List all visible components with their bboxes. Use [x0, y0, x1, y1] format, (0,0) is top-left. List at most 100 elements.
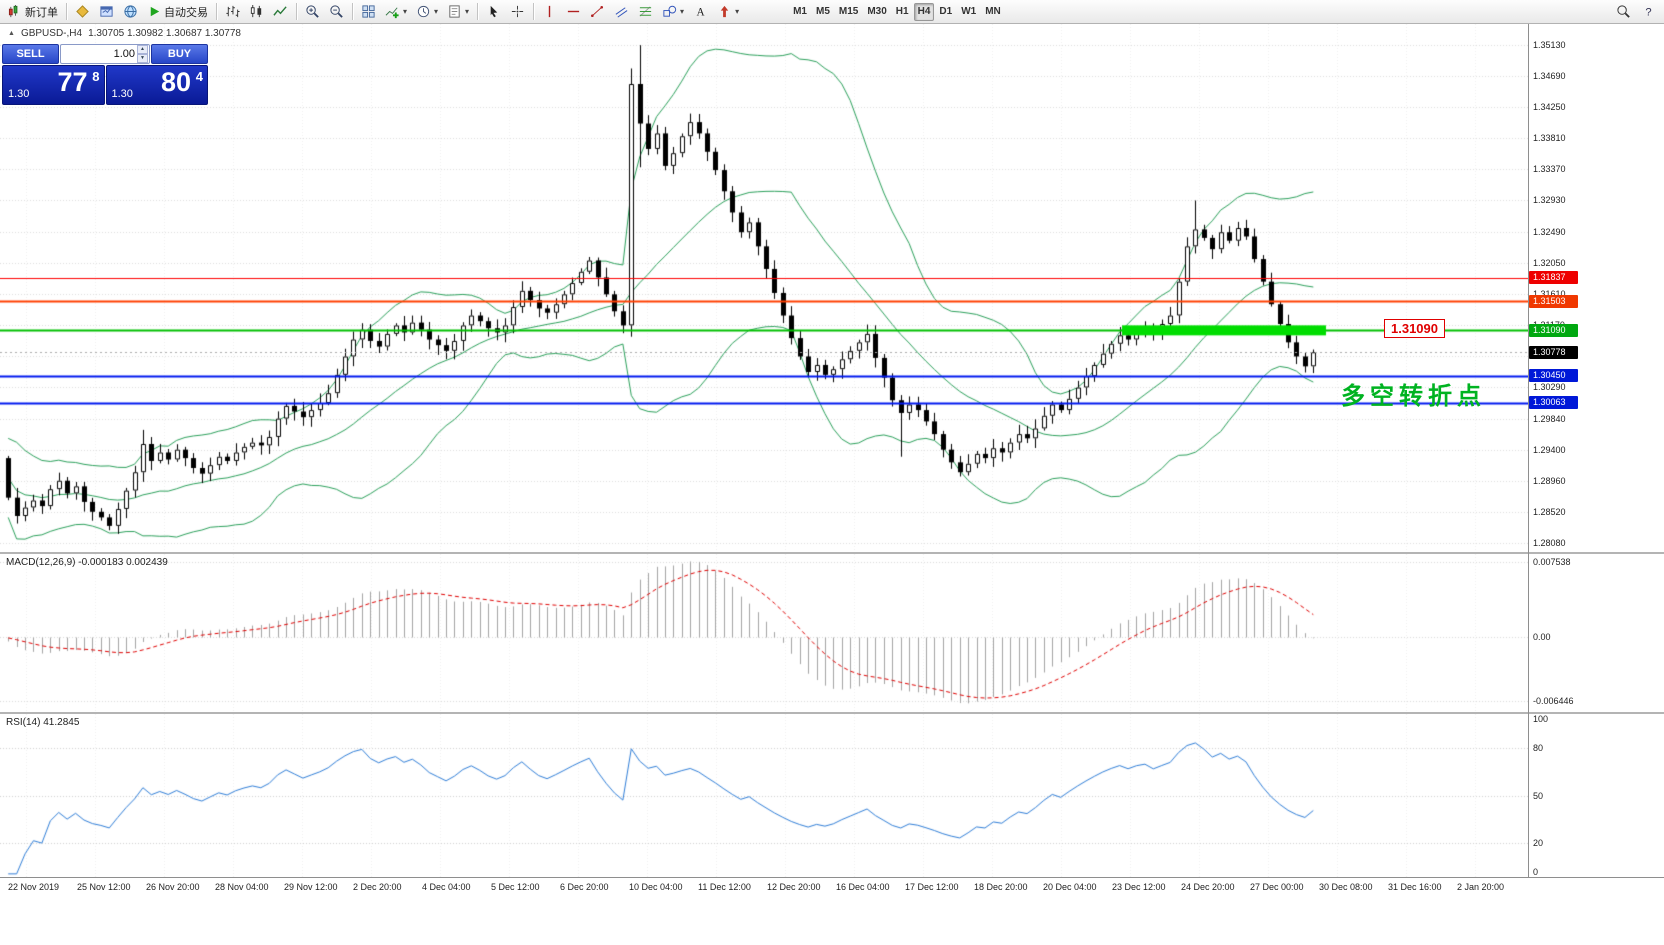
- buy-price-big: 80: [160, 67, 191, 97]
- caret-down-icon: ▾: [680, 7, 685, 16]
- search-button[interactable]: [1612, 2, 1635, 22]
- price-tick: 1.28520: [1533, 506, 1566, 517]
- time-label: 5 Dec 12:00: [491, 882, 540, 892]
- volume-value[interactable]: 1.00: [113, 48, 135, 60]
- template-icon: [447, 4, 462, 19]
- timeframe-d1-button[interactable]: D1: [935, 3, 956, 21]
- horizontal-line-button[interactable]: [562, 2, 585, 22]
- toolbar-separator: [533, 3, 535, 20]
- timeframe-m15-button[interactable]: M15: [835, 3, 862, 21]
- price-tick: 1.28080: [1533, 537, 1566, 548]
- macd-tick: -0.006446: [1533, 696, 1574, 707]
- time-label: 11 Dec 12:00: [698, 882, 751, 892]
- time-label: 2 Dec 20:00: [353, 882, 402, 892]
- time-label: 2 Jan 20:00: [1457, 882, 1505, 892]
- zoom-in-button[interactable]: [301, 2, 324, 22]
- vertical-line-button[interactable]: [538, 2, 561, 22]
- time-label: 31 Dec 16:00: [1388, 882, 1442, 892]
- tile-windows-button[interactable]: [357, 2, 380, 22]
- help-button[interactable]: ?: [1637, 2, 1660, 22]
- time-label: 23 Dec 12:00: [1112, 882, 1166, 892]
- timeframe-m30-button[interactable]: M30: [863, 3, 890, 21]
- time-label: 10 Dec 04:00: [629, 882, 683, 892]
- price-badge: 1.30063: [1529, 396, 1578, 410]
- indicators-button[interactable]: ▾: [381, 2, 411, 22]
- rsi-axis: 100 80 50 20 0: [1528, 714, 1664, 877]
- price-badge: 1.30450: [1529, 369, 1578, 383]
- price-axis[interactable]: 1.35130 1.34690 1.34250 1.33810 1.33370 1.329…: [1528, 24, 1664, 552]
- cursor-icon: [486, 4, 501, 19]
- tile-windows-icon: [361, 4, 376, 19]
- bar-chart-icon: [225, 4, 240, 19]
- text-button[interactable]: A: [689, 2, 712, 22]
- market-watch-icon: [75, 4, 90, 19]
- rsi-panel-canvas[interactable]: [0, 714, 1528, 877]
- time-label: 27 Dec 00:00: [1250, 882, 1304, 892]
- cursor-button[interactable]: [482, 2, 505, 22]
- timeframe-m1-button[interactable]: M1: [789, 3, 811, 21]
- panel-separator-macd[interactable]: [0, 552, 1664, 554]
- timeframe-mn-button[interactable]: MN: [981, 3, 1005, 21]
- volume-field[interactable]: 1.00 ▲ ▼: [60, 44, 150, 64]
- volume-down-icon[interactable]: ▼: [137, 54, 148, 63]
- timeframe-m5-button[interactable]: M5: [812, 3, 834, 21]
- caret-down-icon: ▾: [465, 7, 470, 16]
- time-label: 17 Dec 12:00: [905, 882, 959, 892]
- macd-tick: 0.007538: [1533, 556, 1571, 567]
- timeframe-w1-button[interactable]: W1: [957, 3, 980, 21]
- rsi-tick: 100: [1533, 714, 1549, 724]
- macd-panel-canvas[interactable]: [0, 554, 1528, 712]
- main-chart-canvas[interactable]: [0, 24, 1528, 552]
- clock-icon: [416, 4, 431, 19]
- autotrade-button-label: 自动交易: [164, 6, 208, 19]
- hline-icon: [566, 4, 581, 19]
- symbol-marker-icon: ▲: [8, 30, 15, 37]
- chart-title: ▲ GBPUSD-,H4 1.30705 1.30982 1.30687 1.3…: [8, 28, 241, 39]
- trendline-button[interactable]: [586, 2, 609, 22]
- rsi-label: RSI(14) 41.2845: [6, 717, 80, 728]
- price-tick: 1.32490: [1533, 226, 1566, 237]
- new-order-button[interactable]: 新订单: [4, 2, 62, 22]
- zoom-out-button[interactable]: [325, 2, 348, 22]
- autotrade-button[interactable]: 自动交易: [143, 2, 212, 22]
- volume-up-icon[interactable]: ▲: [137, 45, 148, 54]
- line-chart-button[interactable]: [269, 2, 292, 22]
- time-label: 30 Dec 08:00: [1319, 882, 1373, 892]
- templates-button[interactable]: ▾: [443, 2, 473, 22]
- toolbar: 新订单 自动交易 ▾ ▾ ▾ ▾ A ▾ M1 M5 M15 M30 H1 H4 D1 W1 MN ?: [0, 0, 1664, 24]
- buy-price[interactable]: 1.30 80 4: [105, 65, 208, 105]
- price-tick: 1.29840: [1533, 413, 1566, 424]
- time-label: 29 Nov 12:00: [284, 882, 338, 892]
- volume-spinner[interactable]: ▲ ▼: [137, 45, 148, 63]
- periods-button[interactable]: ▾: [412, 2, 442, 22]
- zoom-in-icon: [305, 4, 320, 19]
- timeframe-h4-button[interactable]: H4: [913, 2, 935, 21]
- time-axis[interactable]: 22 Nov 2019 25 Nov 12:00 26 Nov 20:00 28 No…: [0, 879, 1528, 897]
- bar-chart-button[interactable]: [221, 2, 244, 22]
- turning-point-annotation: 多空转折点: [1341, 382, 1486, 410]
- timeframe-h1-button[interactable]: H1: [892, 3, 913, 21]
- crosshair-button[interactable]: [506, 2, 529, 22]
- fibonacci-button[interactable]: [634, 2, 657, 22]
- rsi-tick: 80: [1533, 743, 1544, 754]
- buy-button[interactable]: BUY: [151, 44, 208, 64]
- shapes-button[interactable]: ▾: [658, 2, 688, 22]
- market-watch-button[interactable]: [71, 2, 94, 22]
- zoom-out-icon: [329, 4, 344, 19]
- candlestick-chart-button[interactable]: [245, 2, 268, 22]
- navigator-button[interactable]: [119, 2, 142, 22]
- channel-button[interactable]: [610, 2, 633, 22]
- arrows-button[interactable]: ▾: [713, 2, 743, 22]
- time-label: 18 Dec 20:00: [974, 882, 1028, 892]
- toolbar-separator: [477, 3, 479, 20]
- sell-price[interactable]: 1.30 77 8: [2, 65, 105, 105]
- arrow-icon: [717, 4, 732, 19]
- rsi-tick: 20: [1533, 837, 1544, 848]
- sell-button[interactable]: SELL: [2, 44, 59, 64]
- time-label: 16 Dec 04:00: [836, 882, 890, 892]
- panel-separator-rsi[interactable]: [0, 712, 1664, 714]
- search-icon: [1616, 4, 1631, 19]
- price-tick: 1.30290: [1533, 381, 1566, 392]
- data-window-button[interactable]: [95, 2, 118, 22]
- time-label: 24 Dec 20:00: [1181, 882, 1235, 892]
